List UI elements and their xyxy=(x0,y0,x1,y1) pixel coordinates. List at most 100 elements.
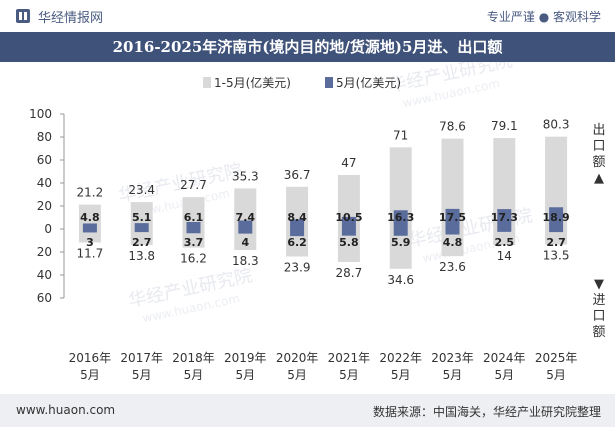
label-month-import: 6.2 xyxy=(287,236,307,249)
label-month-import: 3 xyxy=(86,236,94,249)
x-tick-label-month: 5月 xyxy=(494,368,514,382)
y-tick-label: 100 xyxy=(29,107,52,121)
label-month-export: 8.4 xyxy=(287,211,307,224)
footer-url: www.huaon.com xyxy=(16,403,116,417)
side-label-export-2: 口 xyxy=(592,139,605,154)
label-month-import: 3.7 xyxy=(184,236,204,249)
y-tick-label: 60 xyxy=(37,153,52,167)
label-cumulative-export: 71 xyxy=(393,128,408,142)
side-label-import-2: 口 xyxy=(592,309,605,324)
brand-tagline: 专业严谨 ● 客观科学 xyxy=(486,10,601,24)
bars xyxy=(78,136,568,269)
x-tick-label-year: 2017年 xyxy=(120,351,163,365)
chart: 华经产业研究院www.huaon.com华经产业研究院www.huaon.com… xyxy=(29,62,605,382)
bar-month-import xyxy=(497,229,512,232)
x-tick-label-month: 5月 xyxy=(339,368,359,382)
data-labels: 21.2 11.7 4.8 3 23.4 13.8 5.1 2.7 27.7 16.2 6.1 3.7… xyxy=(77,118,570,287)
y-tick-label: 40 xyxy=(37,268,52,282)
x-tick-label-year: 2021年 xyxy=(328,351,371,365)
bar-month-import xyxy=(393,229,408,236)
label-cumulative-export: 23.4 xyxy=(128,183,155,197)
x-tick-label-month: 5月 xyxy=(80,368,100,382)
y-tick-label: 60 xyxy=(37,291,52,305)
x-axis: 2016年 5月 2017年 5月 2018年 5月 2019年 5月 2020年 5月 2021年… xyxy=(69,351,578,382)
bar-month-export xyxy=(393,210,408,229)
y-axis: 100 80 60 40 20 0 20 40 60 xyxy=(29,107,65,305)
y-tick-label: 20 xyxy=(37,199,52,213)
side-label-import-arrow: ▼ xyxy=(594,277,604,292)
x-tick-label-year: 2022年 xyxy=(379,351,422,365)
bar-cumulative-export xyxy=(493,138,516,229)
bar-cumulative-import xyxy=(234,229,257,251)
label-month-export: 6.1 xyxy=(184,211,204,224)
label-cumulative-export: 78.6 xyxy=(439,120,466,134)
bar-month-import xyxy=(238,229,253,234)
brand-name: 华经情报网 xyxy=(38,11,104,26)
bar-cumulative-import xyxy=(130,229,153,245)
bar-month-export xyxy=(82,223,97,229)
label-cumulative-export: 80.3 xyxy=(543,118,570,132)
label-cumulative-import: 16.2 xyxy=(180,252,207,266)
x-tick-label-year: 2019年 xyxy=(224,351,267,365)
legend-swatch-month xyxy=(325,77,333,88)
bar-month-export xyxy=(290,219,305,229)
x-tick-label-month: 5月 xyxy=(132,368,152,382)
label-month-import: 2.7 xyxy=(546,236,566,249)
label-cumulative-import: 14 xyxy=(497,249,512,263)
title-band: 2016-2025年济南市(境内目的地/货源地)5月进、出口额 xyxy=(0,32,615,62)
legend-label-month: 5月(亿美元) xyxy=(336,75,401,90)
label-cumulative-import: 11.7 xyxy=(77,246,104,260)
footer: www.huaon.com 数据来源：中国海关，华经产业研究院整理 xyxy=(0,394,615,427)
side-label-import-3: 额 xyxy=(592,325,605,340)
x-tick-label-year: 2018年 xyxy=(172,351,215,365)
x-tick-label-year: 2025年 xyxy=(535,351,578,365)
y-tick-label: 40 xyxy=(37,176,52,190)
bar-month-import xyxy=(290,229,305,237)
y-tick-label: 80 xyxy=(37,130,52,144)
y-tick-label: 20 xyxy=(37,245,52,259)
bar-cumulative-import xyxy=(337,229,360,263)
label-month-import: 5.8 xyxy=(339,236,359,249)
bar-cumulative-import xyxy=(389,229,412,269)
legend-swatch-cumulative xyxy=(203,77,211,88)
label-month-import: 5.9 xyxy=(391,236,411,249)
label-month-export: 17.5 xyxy=(439,211,466,224)
label-month-export: 4.8 xyxy=(80,211,100,224)
bar-cumulative-import xyxy=(493,229,516,246)
side-labels: 出 口 额 ▲ ▼ 进 口 额 xyxy=(592,123,605,340)
top-bar: 华经情报网 专业严谨 ● 客观科学 xyxy=(0,0,615,32)
x-tick-label-month: 5月 xyxy=(443,368,463,382)
bar-cumulative-export xyxy=(286,186,309,229)
bar-month-export xyxy=(341,216,356,229)
x-tick-label-year: 2024年 xyxy=(483,351,526,365)
y-tick-label: 0 xyxy=(44,222,52,236)
bar-month-import xyxy=(186,229,201,234)
x-tick-label-month: 5月 xyxy=(546,368,566,382)
bar-month-import xyxy=(82,229,97,233)
label-month-import: 4.8 xyxy=(443,236,463,249)
side-label-export-3: 额 xyxy=(592,155,605,170)
bar-cumulative-import xyxy=(545,229,568,245)
side-label-export-1: 出 xyxy=(592,123,605,138)
chart-title: 2016-2025年济南市(境内目的地/货源地)5月进、出口额 xyxy=(112,38,503,56)
label-month-export: 16.3 xyxy=(387,211,414,224)
bar-cumulative-export xyxy=(130,202,153,229)
label-month-export: 17.3 xyxy=(491,211,518,224)
bar-month-export xyxy=(549,207,564,229)
x-tick-label-year: 2016年 xyxy=(69,351,112,365)
bar-month-export xyxy=(238,220,253,229)
x-tick-label-year: 2023年 xyxy=(431,351,474,365)
label-month-export: 18.9 xyxy=(543,211,570,224)
bar-cumulative-import xyxy=(182,229,205,248)
footer-source: 数据来源：中国海关，华经产业研究院整理 xyxy=(372,405,601,419)
side-label-import-1: 进 xyxy=(592,293,605,308)
label-cumulative-export: 35.3 xyxy=(232,169,259,183)
label-cumulative-export: 47 xyxy=(341,156,356,170)
bar-cumulative-export xyxy=(78,204,101,229)
label-month-import: 2.5 xyxy=(495,236,515,249)
label-cumulative-export: 27.7 xyxy=(180,178,207,192)
label-cumulative-import: 13.5 xyxy=(543,249,570,263)
side-label-export-arrow: ▲ xyxy=(594,171,604,186)
label-cumulative-import: 23.9 xyxy=(284,260,311,274)
watermark-layer: 华经产业研究院www.huaon.com华经产业研究院www.huaon.com… xyxy=(117,62,535,325)
